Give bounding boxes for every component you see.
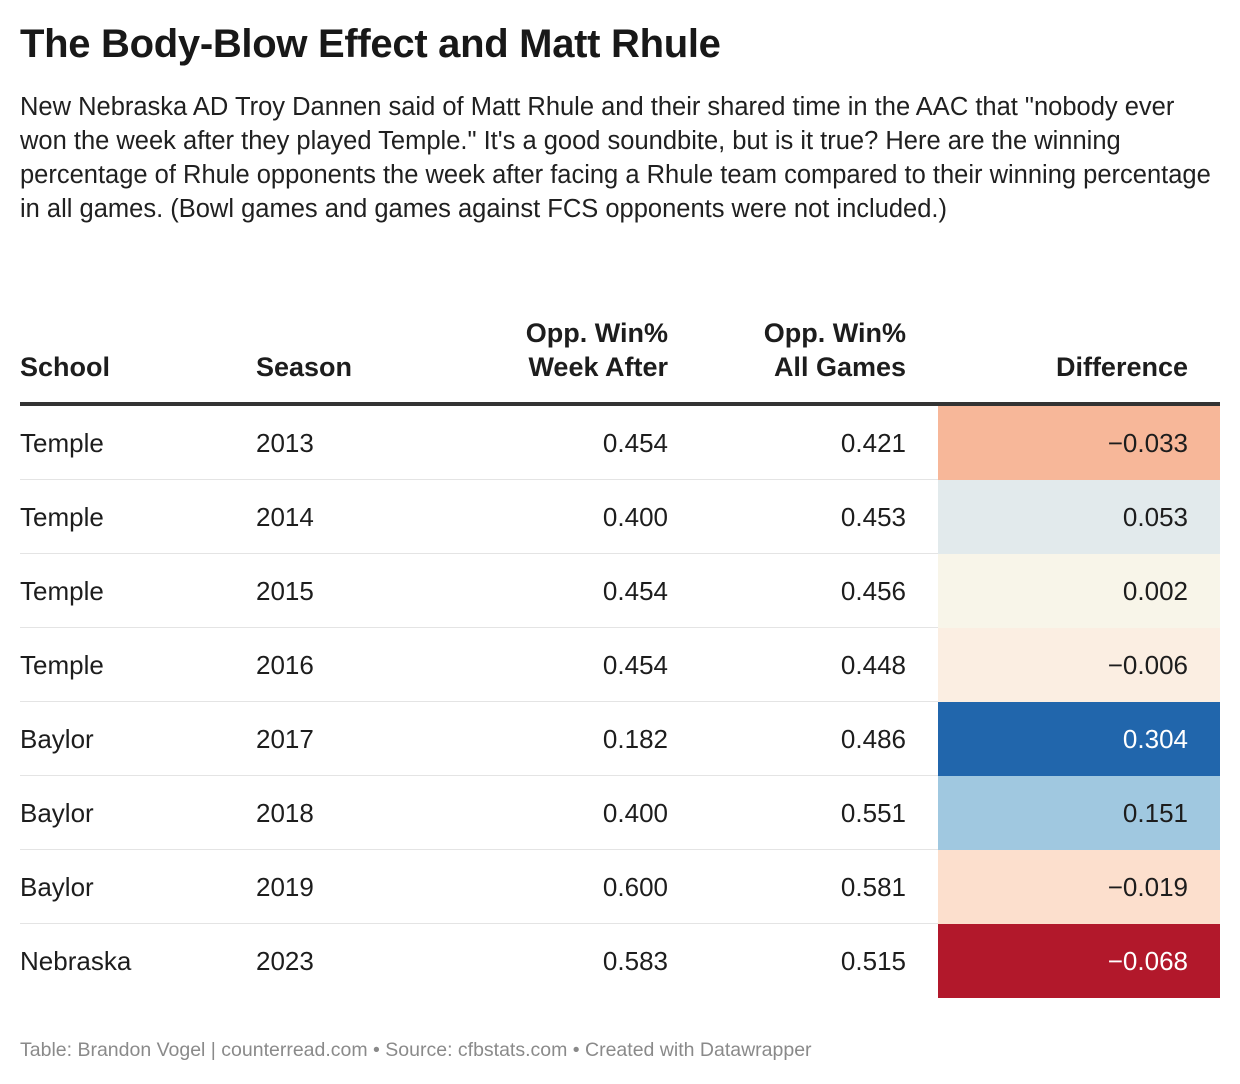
- table-row: Baylor 2018 0.400 0.551 0.151: [20, 776, 1220, 850]
- header-school[interactable]: School: [20, 352, 111, 382]
- header-season[interactable]: Season: [256, 352, 353, 382]
- cell-week-after: 0.454: [602, 576, 668, 606]
- table-row: Temple 2015 0.454 0.456 0.002: [20, 554, 1220, 628]
- cell-all-games: 0.453: [840, 502, 906, 532]
- cell-season: 2023: [256, 946, 314, 976]
- cell-week-after: 0.400: [602, 502, 668, 532]
- cell-season: 2016: [256, 650, 314, 680]
- cell-school: Temple: [20, 502, 104, 532]
- table-row: Nebraska 2023 0.583 0.515 −0.068: [20, 924, 1220, 998]
- cell-week-after: 0.454: [602, 650, 668, 680]
- header-all-games[interactable]: Opp. Win% All Games: [764, 316, 906, 384]
- cell-difference: 0.053: [938, 480, 1220, 554]
- cell-season: 2014: [256, 502, 314, 532]
- cell-all-games: 0.486: [840, 724, 906, 754]
- data-table: School Season Opp. Win% Week After Opp. …: [20, 310, 1220, 998]
- cell-all-games: 0.456: [840, 576, 906, 606]
- cell-difference: −0.019: [938, 850, 1220, 924]
- cell-all-games: 0.515: [840, 946, 906, 976]
- chart-title: The Body-Blow Effect and Matt Rhule: [20, 22, 721, 66]
- cell-all-games: 0.581: [840, 872, 906, 902]
- chart-description: New Nebraska AD Troy Dannen said of Matt…: [20, 93, 1211, 223]
- cell-week-after: 0.600: [602, 872, 668, 902]
- cell-week-after: 0.400: [602, 798, 668, 828]
- cell-all-games: 0.421: [840, 428, 906, 458]
- cell-season: 2015: [256, 576, 314, 606]
- cell-week-after: 0.182: [602, 724, 668, 754]
- table-row: Temple 2013 0.454 0.421 −0.033: [20, 406, 1220, 480]
- cell-school: Temple: [20, 428, 104, 458]
- cell-all-games: 0.551: [840, 798, 906, 828]
- cell-all-games: 0.448: [840, 650, 906, 680]
- header-difference[interactable]: Difference: [1055, 352, 1188, 382]
- header-week-after-line2: Week After: [528, 352, 668, 382]
- table-row: Temple 2014 0.400 0.453 0.053: [20, 480, 1220, 554]
- cell-season: 2013: [256, 428, 314, 458]
- cell-difference: 0.304: [938, 702, 1220, 776]
- cell-season: 2017: [256, 724, 314, 754]
- cell-school: Temple: [20, 576, 104, 606]
- cell-school: Baylor: [20, 872, 94, 902]
- table-row: Baylor 2017 0.182 0.486 0.304: [20, 702, 1220, 776]
- chart-footer: Table: Brandon Vogel | counterread.com •…: [20, 1039, 812, 1061]
- header-week-after-line1: Opp. Win%: [525, 318, 668, 348]
- cell-season: 2018: [256, 798, 314, 828]
- table-row: Baylor 2019 0.600 0.581 −0.019: [20, 850, 1220, 924]
- table-row: Temple 2016 0.454 0.448 −0.006: [20, 628, 1220, 702]
- cell-week-after: 0.583: [602, 946, 668, 976]
- cell-difference: −0.068: [938, 924, 1220, 998]
- cell-week-after: 0.454: [602, 428, 668, 458]
- table-body: Temple 2013 0.454 0.421 −0.033 Temple 20…: [20, 406, 1220, 998]
- header-all-games-line2: All Games: [773, 352, 906, 382]
- cell-difference: 0.002: [938, 554, 1220, 628]
- header-week-after[interactable]: Opp. Win% Week After: [526, 316, 668, 384]
- cell-school: Temple: [20, 650, 104, 680]
- header-all-games-line1: Opp. Win%: [763, 318, 906, 348]
- cell-season: 2019: [256, 872, 314, 902]
- cell-difference: −0.033: [938, 406, 1220, 480]
- cell-school: Nebraska: [20, 946, 132, 976]
- cell-school: Baylor: [20, 798, 94, 828]
- cell-school: Baylor: [20, 724, 94, 754]
- cell-difference: 0.151: [938, 776, 1220, 850]
- cell-difference: −0.006: [938, 628, 1220, 702]
- table-header: School Season Opp. Win% Week After Opp. …: [20, 310, 1220, 406]
